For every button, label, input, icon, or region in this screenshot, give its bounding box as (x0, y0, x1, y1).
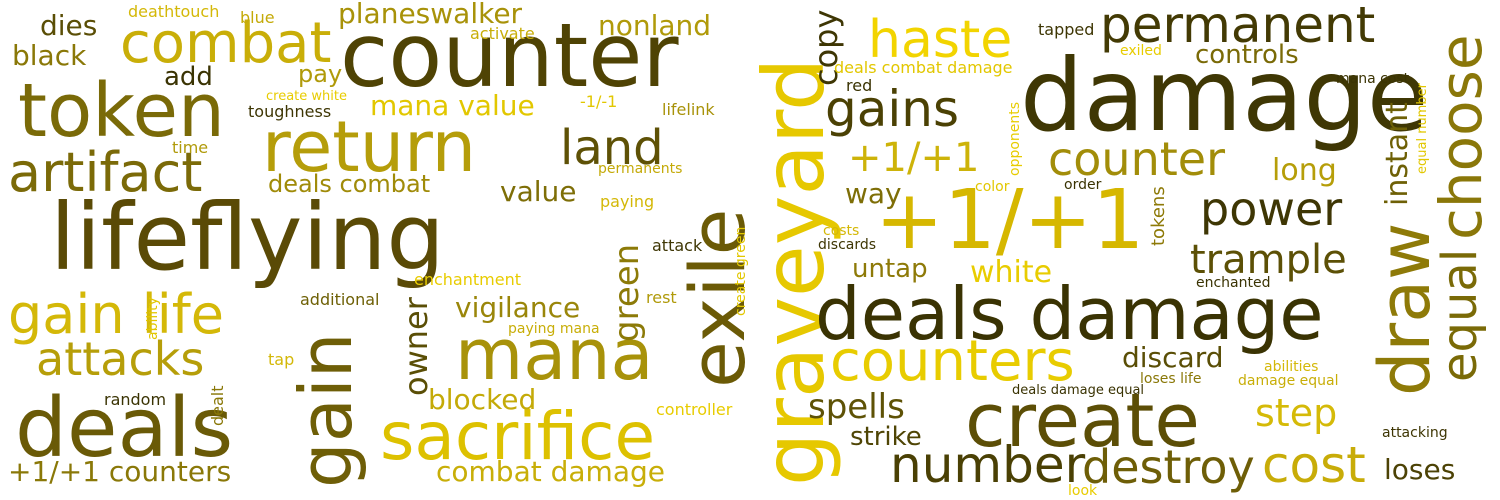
word-pay: pay (298, 60, 343, 88)
word-attack: attack (652, 236, 703, 255)
word-plus1-large: +1/+1 (875, 173, 1145, 268)
word-minus1: -1/-1 (580, 92, 618, 111)
word-blue: blue (240, 8, 275, 27)
word-dies: dies (40, 9, 98, 42)
word-abilities: abilities (1264, 359, 1319, 375)
word-damage: damage (1020, 37, 1429, 154)
word-enchanted: enchanted (1196, 275, 1271, 291)
word-activate: activate (470, 24, 535, 43)
word-cost: cost (1262, 436, 1366, 494)
word-order: order (1064, 177, 1102, 193)
word-counter-small: counter (1048, 132, 1225, 186)
word-token: token (18, 68, 225, 154)
word-gain-vertical: gain (284, 332, 368, 488)
word-sacrifice: sacrifice (380, 398, 656, 475)
word-strike: strike (850, 422, 922, 452)
word-damage-equal: damage equal (1238, 373, 1339, 389)
word-deathtouch: deathtouch (128, 2, 220, 21)
word-costs: costs (823, 223, 860, 239)
word-opponents: opponents (1007, 101, 1023, 176)
word-equal: equal (1432, 248, 1488, 382)
word-deals: deals (15, 381, 234, 476)
word-long: long (1272, 153, 1337, 188)
word-rest: rest (646, 288, 677, 307)
word-white: white (970, 255, 1053, 290)
word-vigilance: vigilance (455, 291, 581, 324)
word-add: add (164, 62, 213, 92)
word-create-green: create green (733, 226, 749, 316)
word-tapped: tapped (1038, 20, 1095, 39)
word-dealt: dealt (208, 385, 227, 426)
word-plus1-small: +1/+1 (848, 135, 980, 181)
word-ability: ability (145, 297, 161, 340)
word-deals-damage: deals damage (815, 272, 1324, 356)
word-random: random (104, 390, 167, 409)
word-number: number (890, 436, 1086, 494)
word-look: look (1068, 483, 1098, 499)
word-discard: discard (1122, 341, 1224, 374)
word-color: color (975, 179, 1010, 195)
word-combat: combat (120, 11, 332, 76)
word-way: way (845, 177, 902, 210)
word-destroy: destroy (1082, 440, 1255, 494)
word-choose: choose (1427, 34, 1495, 240)
word-mana-cost: mana cost (1336, 71, 1410, 87)
word-counter: counter (340, 4, 679, 107)
word-paying: paying (600, 192, 655, 211)
word-exiled: exiled (1120, 43, 1162, 59)
word-additional: additional (300, 290, 380, 309)
word-gains: gains (825, 80, 960, 138)
word-untap: untap (852, 254, 928, 284)
word-controller: controller (656, 400, 733, 419)
word-loses-life: loses life (1140, 371, 1202, 387)
word-toughness: toughness (248, 102, 332, 121)
word-draw: draw (1364, 222, 1446, 396)
word-artifact: artifact (8, 141, 203, 204)
word-time: time (172, 138, 209, 157)
word-gain-life: gain life (8, 283, 224, 346)
word-blocked: blocked (428, 383, 537, 416)
word-controls: controls (1195, 40, 1299, 70)
word-combat-damage: combat damage (436, 455, 665, 488)
word-lifelink: lifelink (662, 100, 715, 119)
word-enchantment: enchantment (414, 270, 521, 289)
word-mana-value: mana value (370, 89, 535, 122)
word-tokens: tokens (1148, 186, 1169, 246)
word-owner: owner (397, 297, 435, 396)
word-land: land (560, 120, 664, 176)
word-attacking: attacking (1382, 425, 1448, 441)
word-power: power (1200, 182, 1343, 236)
word-planeswalker: planeswalker (338, 0, 523, 30)
word-loses: loses (1384, 453, 1456, 486)
word-return: return (262, 106, 477, 188)
word-instant: instant (1380, 102, 1415, 206)
word-deals-combat-damage: deals combat damage (834, 58, 1013, 77)
word-create: create (965, 378, 1200, 464)
word-plus1-counters: +1/+1 counters (8, 455, 232, 488)
word-black: black (12, 39, 87, 72)
word-deals-damage-equal: deals damage equal (1012, 383, 1145, 398)
word-permanents: permanents (598, 161, 683, 177)
word-trample: trample (1190, 237, 1347, 283)
word-create-white: create white (266, 89, 347, 104)
word-counters: counters (830, 329, 1075, 394)
word-step: step (1255, 391, 1338, 435)
word-haste: haste (868, 10, 1013, 70)
word-nonland: nonland (598, 9, 712, 42)
word-green: green (607, 243, 647, 342)
word-red: red (846, 76, 873, 95)
word-tap: tap (268, 350, 295, 369)
word-value: value (500, 175, 577, 208)
word-equal-number: equal number (1415, 83, 1430, 174)
word-permanent: permanent (1100, 0, 1376, 54)
word-deals-combat: deals combat (268, 170, 431, 198)
word-paying-mana: paying mana (508, 321, 600, 337)
word-lifeflying: lifeflying (50, 184, 445, 291)
word-discards: discards (818, 237, 877, 253)
word-mana: mana (455, 314, 654, 396)
word-spells: spells (808, 387, 905, 427)
word-attacks: attacks (36, 332, 205, 386)
